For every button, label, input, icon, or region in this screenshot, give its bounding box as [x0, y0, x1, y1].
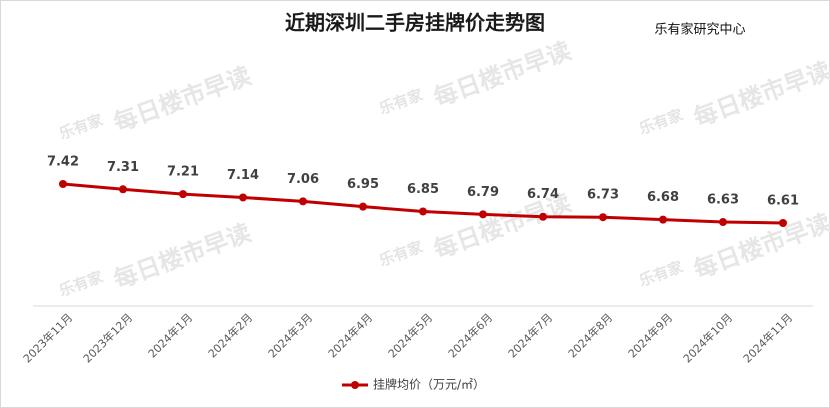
data-label: 6.95 — [347, 177, 379, 192]
point — [119, 185, 127, 194]
data-label: 6.68 — [647, 190, 679, 205]
data-label: 7.14 — [227, 168, 259, 183]
point — [659, 215, 667, 224]
chart-title: 近期深圳二手房挂牌价走势图 — [285, 11, 545, 35]
source: 乐有家研究中心 — [654, 22, 745, 38]
data-label: 6.63 — [707, 193, 739, 208]
point — [299, 197, 307, 206]
legend-label: 挂牌均价（万元/㎡） — [373, 378, 485, 392]
data-label: 6.79 — [467, 185, 499, 200]
data-label: 7.21 — [167, 165, 199, 180]
point — [359, 202, 367, 211]
point — [179, 190, 187, 199]
point — [59, 180, 67, 188]
legend-marker — [351, 381, 359, 389]
point — [479, 210, 487, 219]
point — [239, 193, 247, 202]
data-label: 7.31 — [107, 160, 139, 175]
data-label: 6.73 — [587, 188, 619, 203]
point — [599, 213, 607, 222]
data-label: 7.06 — [287, 172, 319, 187]
data-label: 6.74 — [527, 187, 559, 202]
data-label: 6.61 — [767, 194, 799, 209]
point — [719, 218, 727, 227]
data-label: 7.42 — [47, 155, 79, 170]
point — [419, 207, 427, 216]
point — [779, 219, 787, 227]
data-label: 6.85 — [407, 182, 439, 197]
point — [539, 212, 547, 221]
